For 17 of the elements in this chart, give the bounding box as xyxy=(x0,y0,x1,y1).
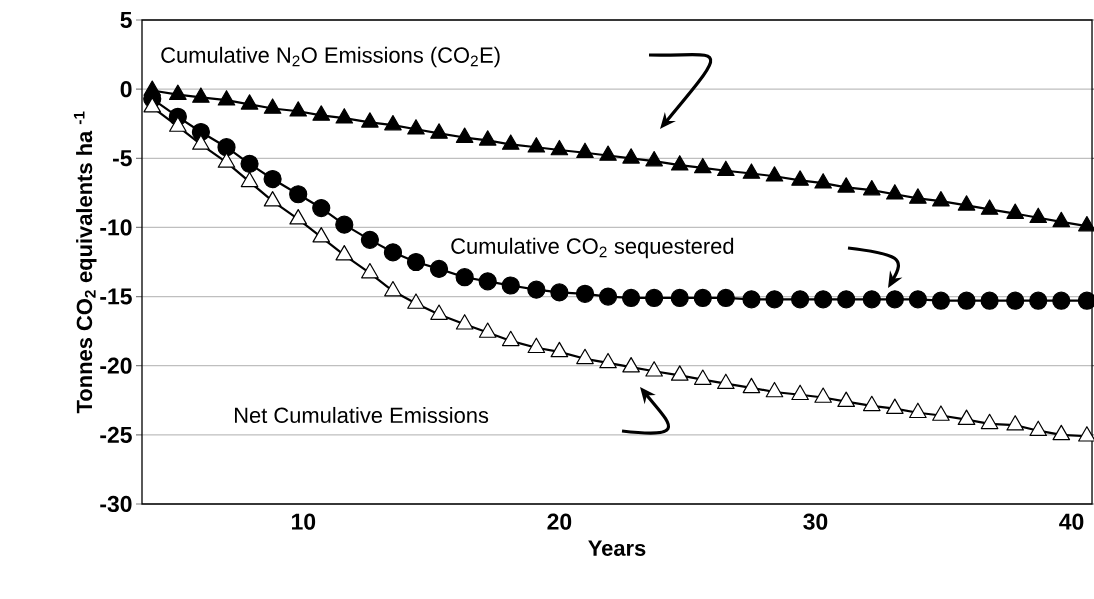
x-tick-label: 20 xyxy=(547,513,572,530)
annotation: Cumulative N$_{2}$O Emissions (CO$_{2}$E) xyxy=(161,46,500,68)
y-tick-label: -10 xyxy=(100,219,132,236)
y-tick-label: -20 xyxy=(100,357,132,374)
y-tick-label: -15 xyxy=(100,288,132,305)
y-tick-label: 5 xyxy=(120,12,132,28)
annotation: Net Cumulative Emissions xyxy=(235,406,489,424)
x-tick-label: 30 xyxy=(803,513,828,530)
y-tick-label: -25 xyxy=(100,426,132,443)
x-tick-label: 40 xyxy=(1059,513,1084,530)
x-tick-label: 10 xyxy=(292,513,316,530)
y-tick-label: 0 xyxy=(120,81,132,98)
annotation: Cumulative CO$_{2}$ sequestered xyxy=(451,237,734,259)
y-tick-label: -5 xyxy=(113,150,132,167)
y-tick-label: -30 xyxy=(100,495,132,513)
x-axis-title: Years xyxy=(588,540,646,556)
y-axis-title: Tonnes CO$_{2}$ equivalents ha $^{-1}$ xyxy=(73,111,97,414)
